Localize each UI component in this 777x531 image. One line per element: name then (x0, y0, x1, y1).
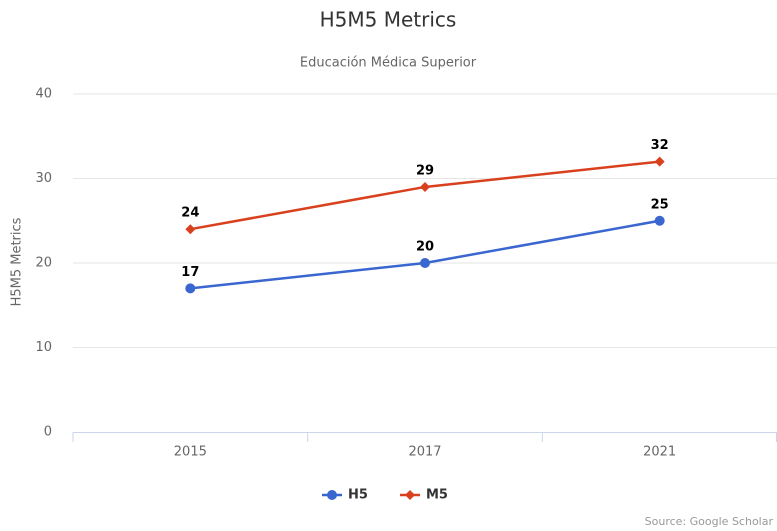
legend-label: H5 (348, 488, 368, 503)
data-point (654, 215, 665, 226)
credit: Source: Google Scholar (645, 515, 774, 528)
data-label: 25 (651, 197, 669, 212)
y-tick-label: 30 (35, 171, 52, 186)
data-point (420, 258, 430, 268)
data-label: 17 (181, 265, 199, 280)
data-label: 20 (416, 240, 434, 255)
legend-marker (405, 490, 415, 500)
data-label: 29 (416, 163, 434, 178)
data-point (185, 224, 196, 235)
x-tick-label: 2017 (408, 445, 441, 460)
data-label: 32 (651, 138, 669, 153)
legend-label: M5 (426, 488, 448, 503)
y-tick-label: 20 (35, 256, 52, 271)
y-tick-label: 0 (44, 425, 52, 440)
data-point (185, 283, 196, 294)
data-point (420, 181, 430, 192)
y-axis-label: H5M5 Metrics (10, 217, 25, 306)
chart-title: H5M5 Metrics (320, 8, 457, 32)
x-tick-label: 2021 (643, 445, 676, 460)
x-tick-label: 2015 (174, 445, 207, 460)
legend-marker (327, 490, 337, 500)
data-point (654, 156, 665, 167)
y-tick-label: 40 (35, 87, 52, 102)
data-label: 24 (181, 206, 199, 221)
series-line (190, 219, 660, 290)
chart-subtitle: Educación Médica Superior (300, 56, 477, 71)
y-tick-label: 10 (35, 340, 52, 355)
